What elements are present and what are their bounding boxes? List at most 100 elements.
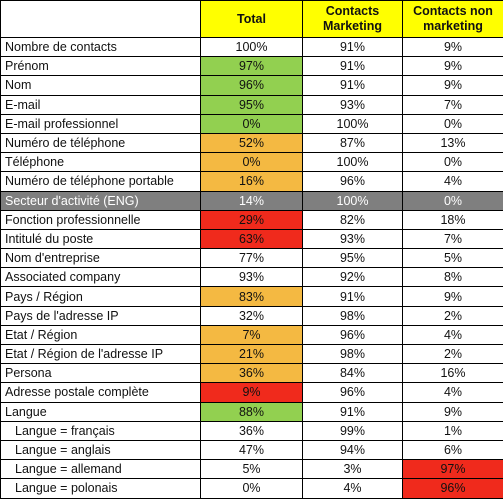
table-row: Langue = français 36% 99% 1% [0, 420, 503, 441]
row-label: Numéro de téléphone portable [0, 171, 201, 192]
value-cell: 0% [402, 152, 503, 173]
value-cell: 91% [302, 36, 403, 58]
value-cell: 13% [402, 132, 503, 154]
table-row: Numéro de téléphone portable 16% 96% 4% [0, 171, 503, 192]
value-cell: 8% [402, 267, 503, 288]
value-cell: 18% [402, 209, 503, 230]
value-cell: 100% [302, 190, 403, 211]
value-cell: 2% [402, 343, 503, 365]
row-label: Nom d'entreprise [0, 248, 201, 269]
value-cell: 91% [302, 401, 403, 422]
header-blank [0, 0, 201, 38]
value-cell: 91% [302, 75, 403, 96]
value-cell: 7% [200, 324, 303, 346]
value-cell: 96% [402, 478, 503, 499]
row-label: Langue = français [0, 420, 201, 441]
value-cell: 0% [200, 152, 303, 173]
value-cell: 2% [402, 305, 503, 326]
value-cell: 91% [302, 56, 403, 77]
table-row: Langue = anglais 47% 94% 6% [0, 439, 503, 461]
value-cell: 82% [302, 209, 403, 230]
value-cell: 4% [402, 382, 503, 403]
table-row: Adresse postale complète 9% 96% 4% [0, 382, 503, 403]
value-cell: 1% [402, 420, 503, 441]
row-label: E-mail professionnel [0, 113, 201, 134]
table-body: Nombre de contacts 100% 91% 9% Prénom 97% 91% 9… [0, 36, 503, 499]
value-cell: 0% [402, 113, 503, 134]
value-cell: 16% [402, 363, 503, 384]
table-row: Numéro de téléphone 52% 87% 13% [0, 132, 503, 154]
value-cell: 4% [402, 171, 503, 192]
value-cell: 95% [302, 248, 403, 269]
row-label: Nom [0, 75, 201, 96]
table-row: Langue = allemand 5% 3% 97% [0, 459, 503, 480]
value-cell: 98% [302, 343, 403, 365]
value-cell: 6% [402, 439, 503, 461]
value-cell: 0% [402, 190, 503, 211]
row-label: Langue = allemand [0, 459, 201, 480]
value-cell: 3% [302, 459, 403, 480]
value-cell: 4% [302, 478, 403, 499]
value-cell: 32% [200, 305, 303, 326]
value-cell: 36% [200, 420, 303, 441]
row-label: Pays / Région [0, 286, 201, 307]
row-label: E-mail [0, 94, 201, 115]
value-cell: 93% [302, 228, 403, 250]
value-cell: 9% [402, 36, 503, 58]
value-cell: 96% [302, 324, 403, 346]
value-cell: 87% [302, 132, 403, 154]
value-cell: 84% [302, 363, 403, 384]
value-cell: 0% [200, 113, 303, 134]
value-cell: 47% [200, 439, 303, 461]
value-cell: 94% [302, 439, 403, 461]
value-cell: 52% [200, 132, 303, 154]
row-label: Langue = polonais [0, 478, 201, 499]
header-cell: Total [200, 0, 303, 38]
row-label: Langue [0, 401, 201, 422]
row-label: Secteur d'activité (ENG) [0, 190, 201, 211]
value-cell: 92% [302, 267, 403, 288]
table-row: Pays / Région 83% 91% 9% [0, 286, 503, 307]
value-cell: 100% [302, 113, 403, 134]
row-label: Pays de l'adresse IP [0, 305, 201, 326]
value-cell: 5% [200, 459, 303, 480]
row-label: Langue = anglais [0, 439, 201, 461]
value-cell: 63% [200, 228, 303, 250]
row-label: Numéro de téléphone [0, 132, 201, 154]
value-cell: 91% [302, 286, 403, 307]
value-cell: 36% [200, 363, 303, 384]
header-row: Total Contacts Marketing Contacts non ma… [0, 0, 503, 38]
header-cell: Contacts non marketing [402, 0, 503, 38]
value-cell: 97% [200, 56, 303, 77]
table-row: Etat / Région 7% 96% 4% [0, 324, 503, 346]
value-cell: 99% [302, 420, 403, 441]
value-cell: 77% [200, 248, 303, 269]
value-cell: 16% [200, 171, 303, 192]
value-cell: 96% [200, 75, 303, 96]
value-cell: 4% [402, 324, 503, 346]
table-row: Fonction professionnelle 29% 82% 18% [0, 209, 503, 230]
row-label: Prénom [0, 56, 201, 77]
value-cell: 96% [302, 382, 403, 403]
value-cell: 9% [402, 75, 503, 96]
value-cell: 100% [302, 152, 403, 173]
table-row: Nom 96% 91% 9% [0, 75, 503, 96]
table-row: Téléphone 0% 100% 0% [0, 152, 503, 173]
header-cell: Contacts Marketing [302, 0, 403, 38]
value-cell: 9% [402, 286, 503, 307]
table-row: Prénom 97% 91% 9% [0, 56, 503, 77]
value-cell: 9% [402, 401, 503, 422]
row-label: Téléphone [0, 152, 201, 173]
row-label: Persona [0, 363, 201, 384]
value-cell: 21% [200, 343, 303, 365]
value-cell: 97% [402, 459, 503, 480]
value-cell: 93% [302, 94, 403, 115]
value-cell: 7% [402, 94, 503, 115]
row-label: Adresse postale complète [0, 382, 201, 403]
row-label: Etat / Région de l'adresse IP [0, 343, 201, 365]
value-cell: 95% [200, 94, 303, 115]
table-row: Associated company 93% 92% 8% [0, 267, 503, 288]
table-row: Nom d'entreprise 77% 95% 5% [0, 248, 503, 269]
